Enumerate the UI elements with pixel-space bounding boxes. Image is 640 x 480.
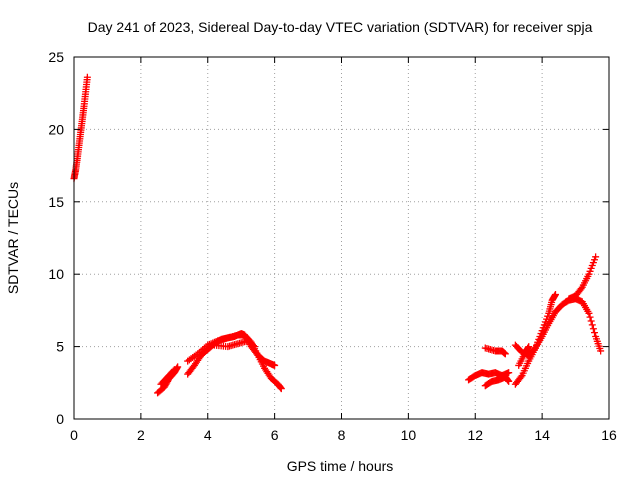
data-point [251, 343, 259, 351]
chart-title: Day 241 of 2023, Sidereal Day-to-day VTE… [88, 19, 593, 35]
data-point [589, 325, 597, 333]
series-arc-11 [511, 290, 559, 359]
axis-ticks: 0 2 4 6 8 10 12 14 16 0 5 10 15 20 25 [48, 49, 617, 443]
x-tick-label: 8 [338, 427, 346, 443]
data-point [587, 317, 595, 325]
series-arc-13 [515, 343, 533, 369]
y-tick-label: 0 [56, 411, 64, 427]
y-tick-label: 25 [48, 49, 64, 65]
series-arc-9 [481, 344, 509, 358]
x-axis-label: GPS time / hours [287, 458, 394, 474]
data-point [586, 313, 594, 321]
data-point [552, 290, 559, 298]
y-axis-label: SDTVAR / TECUs [5, 182, 21, 294]
data-point [83, 73, 91, 81]
data-point [597, 347, 605, 355]
data-point [591, 329, 599, 337]
x-tick-label: 0 [70, 427, 78, 443]
y-tick-label: 20 [48, 121, 64, 137]
series-arc-6 [210, 337, 259, 351]
data-point [204, 341, 212, 349]
y-tick-label: 10 [48, 266, 64, 282]
grid [74, 57, 609, 419]
data-point [249, 342, 257, 350]
x-tick-label: 4 [204, 427, 212, 443]
x-tick-label: 12 [467, 427, 483, 443]
data-point [585, 309, 593, 317]
data-point [170, 366, 178, 374]
data-point [530, 345, 538, 353]
series-arc-12 [565, 253, 600, 303]
data-point [588, 321, 596, 329]
y-tick-label: 5 [56, 339, 64, 355]
x-tick-label: 14 [534, 427, 550, 443]
plot-frame [73, 56, 610, 420]
data-point [592, 253, 600, 261]
x-tick-label: 2 [137, 427, 145, 443]
series-arc-3 [157, 366, 178, 388]
data-point [577, 285, 585, 293]
x-tick-label: 16 [601, 427, 617, 443]
data-point [271, 361, 279, 369]
data-points [70, 73, 605, 397]
data-point [205, 340, 213, 348]
data-point [501, 350, 509, 358]
data-point [505, 377, 513, 385]
data-point [517, 373, 525, 381]
series-arc-10 [511, 295, 605, 388]
data-point [169, 367, 177, 375]
data-point [207, 340, 215, 348]
data-point [505, 369, 513, 377]
x-tick-label: 10 [401, 427, 417, 443]
data-point [277, 385, 285, 393]
data-point [525, 343, 533, 351]
x-tick-label: 6 [271, 427, 279, 443]
series-arc-8 [481, 373, 513, 390]
y-tick-label: 15 [48, 194, 64, 210]
